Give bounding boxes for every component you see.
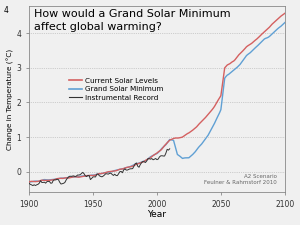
Text: How would a Grand Solar Minimum
affect global warming?: How would a Grand Solar Minimum affect g… (34, 9, 231, 32)
Text: 4: 4 (4, 6, 9, 15)
Y-axis label: Change in Temperature (°C): Change in Temperature (°C) (7, 48, 14, 150)
Legend: Current Solar Levels, Grand Solar Minimum, Instrumental Record: Current Solar Levels, Grand Solar Minimu… (66, 74, 166, 104)
Text: A2 Scenario
Feulner & Rahmstorf 2010: A2 Scenario Feulner & Rahmstorf 2010 (204, 174, 277, 185)
X-axis label: Year: Year (147, 210, 167, 219)
